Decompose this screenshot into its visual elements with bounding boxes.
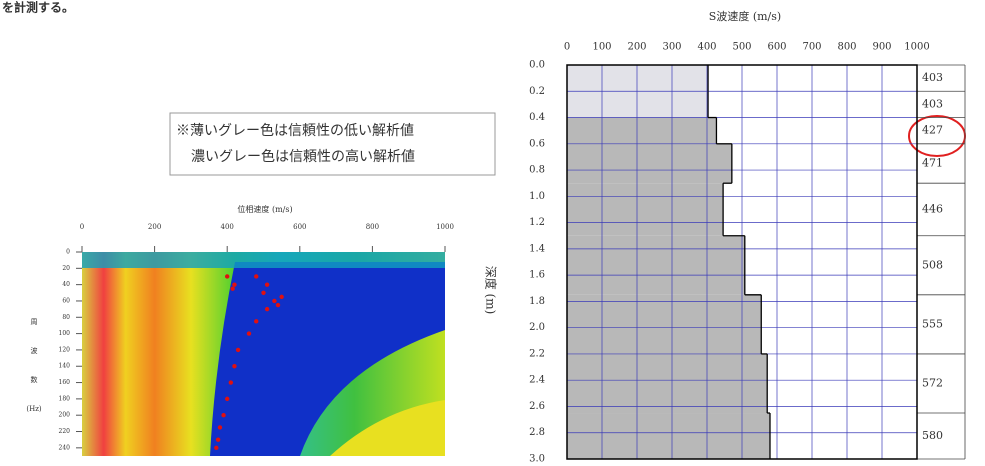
y-tick-label: 3.0 [529,454,545,465]
y-tick-label: 200 [59,412,71,419]
y-tick-label: 180 [59,395,71,402]
layer-value-label: 555 [922,317,943,330]
y-tick-label: 220 [59,428,71,435]
x-tick-label: 800 [837,42,856,53]
pick-point [254,319,258,323]
x-tick-label: 200 [627,42,646,53]
y-tick-label: 2.2 [529,348,545,359]
y-tick-label: 120 [59,346,71,353]
pick-point [261,291,265,295]
y-tick-label: 100 [59,330,71,337]
pick-point [279,295,283,299]
pick-point [225,397,229,401]
chart-title: S波速度 (m/s) [709,9,781,23]
y-axis-label: 数 [31,375,38,384]
x-tick-label: 600 [767,42,786,53]
y-axis-label: 周 [31,318,38,326]
screen: を計測する。 ※薄いグレー色は信頼性の低い解析値 濃いグレー色は信頼性の高い解析… [0,0,985,466]
heatmap-top [82,252,445,268]
x-tick-label: 1000 [904,42,929,53]
pick-point [218,425,222,429]
y-tick-label: 0 [66,249,70,256]
x-tick-label: 400 [221,223,234,231]
layer-value-label: 446 [922,202,943,215]
y-tick-label: 1.8 [529,296,545,307]
y-tick-label: 160 [59,379,71,386]
pick-point [229,380,233,384]
pick-point [272,299,276,303]
y-tick-label: 0.2 [529,86,545,97]
layer-value-label: 572 [922,376,943,389]
y-tick-label: 40 [62,281,70,288]
layer-bar [567,295,761,354]
y-tick-label: 140 [59,363,71,370]
y-axis-label: (Hz) [26,405,42,413]
y-tick-label: 60 [62,297,70,304]
layer-bar [567,236,745,295]
y-tick-label: 80 [62,314,70,321]
y-tick-label: 240 [59,444,71,451]
layer-bar [567,91,708,117]
note-line: ※薄いグレー色は信頼性の低い解析値 [176,122,414,139]
x-tick-label: 600 [293,223,306,231]
y-tick-label: 2.4 [529,375,545,386]
y-axis-label: 深度 (m) [484,266,499,315]
x-tick-label: 0 [564,42,570,53]
pick-point [221,413,225,417]
y-tick-label: 0.4 [529,112,545,123]
page: を計測する。 ※薄いグレー色は信頼性の低い解析値 濃いグレー色は信頼性の高い解析… [0,0,985,466]
pick-point [254,274,258,278]
y-tick-label: 1.6 [529,270,545,281]
note-line: 濃いグレー色は信頼性の高い解析値 [191,148,415,165]
y-axis-label: 波 [31,346,38,355]
layer-bar [567,413,770,459]
x-tick-label: 100 [592,42,611,53]
pick-point [276,303,280,307]
y-tick-label: 20 [62,265,70,272]
y-tick-label: 1.0 [529,191,545,202]
y-tick-label: 0.8 [529,165,545,176]
header-text: を計測する。 [2,0,74,15]
y-tick-label: 2.6 [529,401,545,412]
x-tick-label: 0 [80,223,84,231]
y-tick-label: 0.0 [529,60,545,71]
pick-point [232,364,236,368]
x-tick-label: 200 [148,223,161,231]
y-tick-label: 0.6 [529,138,545,149]
x-tick-label: 400 [697,42,716,53]
y-tick-label: 2.0 [529,322,545,333]
pick-point [230,287,234,291]
pick-point [216,437,220,441]
layer-value-label: 403 [922,97,943,110]
pick-point [214,446,218,450]
chart-title: 位相速度 (m/s) [237,204,292,214]
pick-point [265,307,269,311]
pick-point [225,274,229,278]
layer-bar [567,183,723,236]
y-tick-label: 2.8 [529,427,545,438]
pick-point [232,282,236,286]
layer-value-label: 580 [922,429,943,442]
layer-bar [567,354,767,413]
pick-point [265,282,269,286]
layer-value-label: 508 [922,258,943,271]
x-tick-label: 300 [662,42,681,53]
x-tick-label: 800 [366,223,379,231]
dispersion-chart [82,252,445,456]
x-tick-label: 700 [802,42,821,53]
layer-bar [567,118,716,144]
y-tick-label: 1.4 [529,243,545,254]
pick-point [236,348,240,352]
pick-point [247,331,251,335]
x-tick-label: 500 [732,42,751,53]
x-tick-label: 1000 [436,223,454,231]
x-tick-label: 900 [872,42,891,53]
layer-value-label: 403 [922,71,943,84]
layer-value-label: 471 [922,157,943,170]
layer-value-label: 427 [922,124,943,137]
y-tick-label: 1.2 [529,217,545,228]
layer-bar [567,65,708,91]
